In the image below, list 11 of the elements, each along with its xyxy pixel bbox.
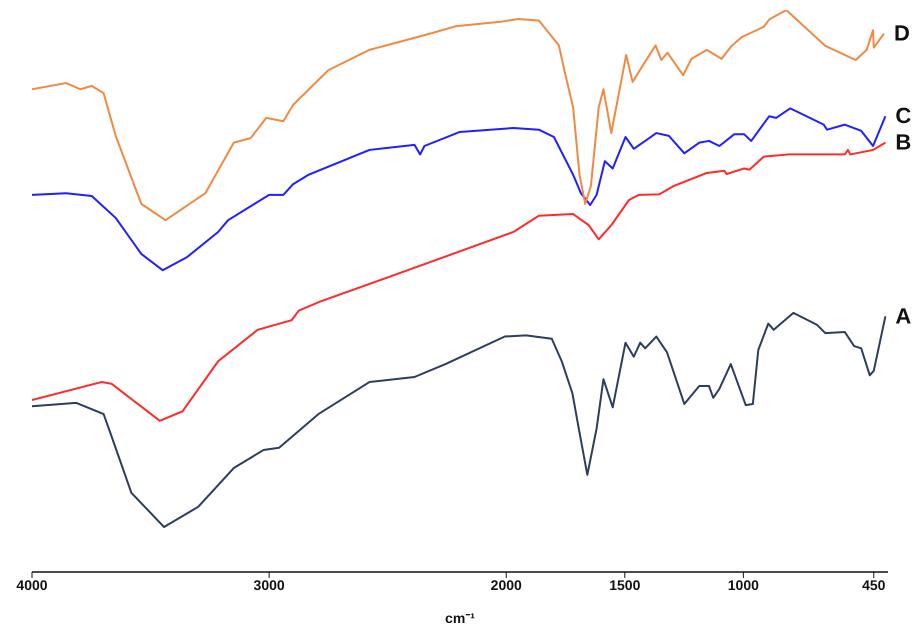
x-tick-label: 4000 <box>16 576 48 593</box>
series-label: C <box>895 103 912 128</box>
x-tick-label: 1500 <box>609 576 641 593</box>
x-tick-label: 2000 <box>490 576 522 593</box>
series-label: A <box>895 303 912 328</box>
x-tick-label: 1000 <box>728 576 760 593</box>
series-label: D <box>894 20 910 46</box>
series-label: B <box>895 130 912 155</box>
x-tick-label: 3000 <box>254 576 285 593</box>
x-tick-label: 450 <box>862 576 886 593</box>
x-axis-title: cm⁻¹ <box>445 610 476 626</box>
